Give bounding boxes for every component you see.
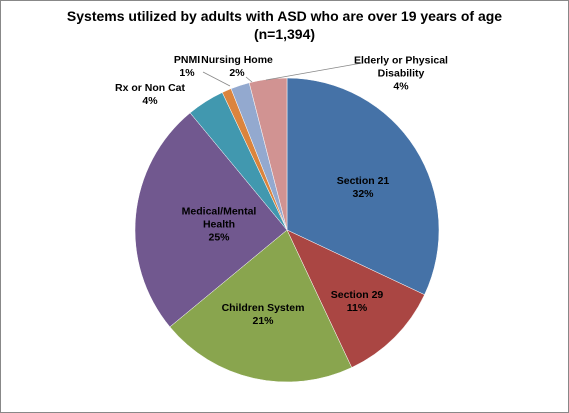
category-label: Medical/Mental Health [181,205,257,231]
slice-label: Section 29 11% [297,289,417,315]
category-label: PNMI [173,54,201,66]
pie-slice [248,77,288,231]
slice-label: Children System 21% [203,302,323,328]
value-label: 21% [252,315,274,327]
value-label: 4% [393,80,409,93]
slice-label: Elderly or Physical Disability 4% [346,55,456,94]
slice-label: Section 21 32% [303,175,423,201]
value-label: 2% [229,67,245,79]
category-label: Rx or Non Cat [114,82,185,94]
chart-title: Systems utilized by adults with ASD who … [66,8,503,24]
value-label: 32% [352,188,374,200]
slice-label: Nursing Home 2% [177,54,297,80]
leader-line [245,76,253,83]
slices [134,77,440,383]
category-label: Elderly or Physical Disability [354,54,448,80]
category-label: Section 29 [330,289,384,301]
chart-subtitle: (n=1,394) [253,26,316,42]
pie-slice [286,77,440,296]
value-label: 25% [208,231,230,244]
category-label: Children System [221,302,305,314]
leader-line [202,71,231,87]
slice-label: Medical/Mental Health 25% [174,206,264,245]
slice-label: Rx or Non Cat 4% [90,82,210,108]
pie-slice [134,112,288,328]
category-label: Nursing Home [201,54,273,66]
pie-slice [169,229,353,383]
slice-label: PNMI 1% [157,54,217,80]
leader-line [265,62,363,81]
value-label: 11% [346,302,368,314]
value-label: 1% [179,67,195,79]
pie-slice [286,229,425,368]
category-label: Section 21 [336,175,390,187]
value-label: 4% [142,95,158,107]
